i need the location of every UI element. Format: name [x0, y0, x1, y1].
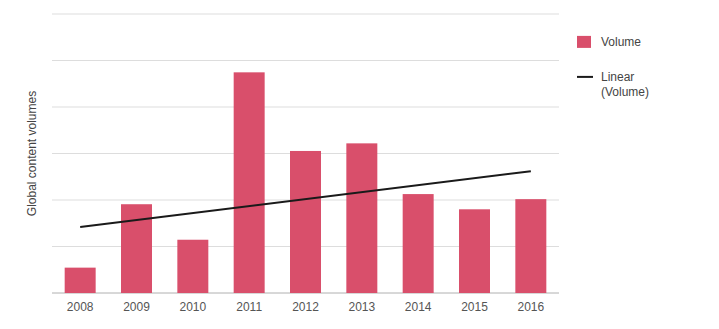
legend-swatch — [577, 36, 591, 48]
grid-line — [52, 107, 559, 108]
x-tick-label: 2011 — [236, 300, 262, 314]
bar — [65, 268, 96, 293]
bar — [177, 240, 208, 293]
grid-line — [52, 14, 559, 15]
bar — [121, 204, 152, 293]
chart: 2008 2009 2010 2011 2012 2013 2014 2015 2016 Glob… — [0, 0, 719, 329]
legend-label: Linear(Volume) — [601, 70, 649, 99]
x-tick-label: 2015 — [461, 300, 488, 314]
bar — [459, 209, 490, 293]
x-tick-label: 2016 — [517, 300, 544, 314]
trend-line — [80, 171, 531, 227]
legend-label: Volume — [601, 35, 641, 49]
bar — [515, 199, 546, 293]
x-tick-label: 2009 — [123, 300, 150, 314]
bar — [403, 194, 434, 293]
x-tick-label: 2012 — [292, 300, 319, 314]
x-tick-label: 2014 — [405, 300, 432, 314]
legend: Volume Linear(Volume) — [577, 35, 649, 99]
bar — [234, 72, 265, 293]
grid-line — [52, 60, 559, 61]
legend-swatch — [577, 76, 593, 78]
background — [0, 0, 719, 329]
bar — [346, 143, 377, 293]
plot-area — [65, 72, 547, 293]
y-axis-label: Global content volumes — [25, 91, 39, 216]
chart-container: 2008 2009 2010 2011 2012 2013 2014 2015 2016 Glob… — [0, 0, 719, 329]
bar — [290, 151, 321, 293]
x-tick-label: 2008 — [67, 300, 94, 314]
x-tick-label: 2013 — [348, 300, 375, 314]
x-tick-label: 2010 — [179, 300, 206, 314]
grid — [52, 14, 559, 293]
